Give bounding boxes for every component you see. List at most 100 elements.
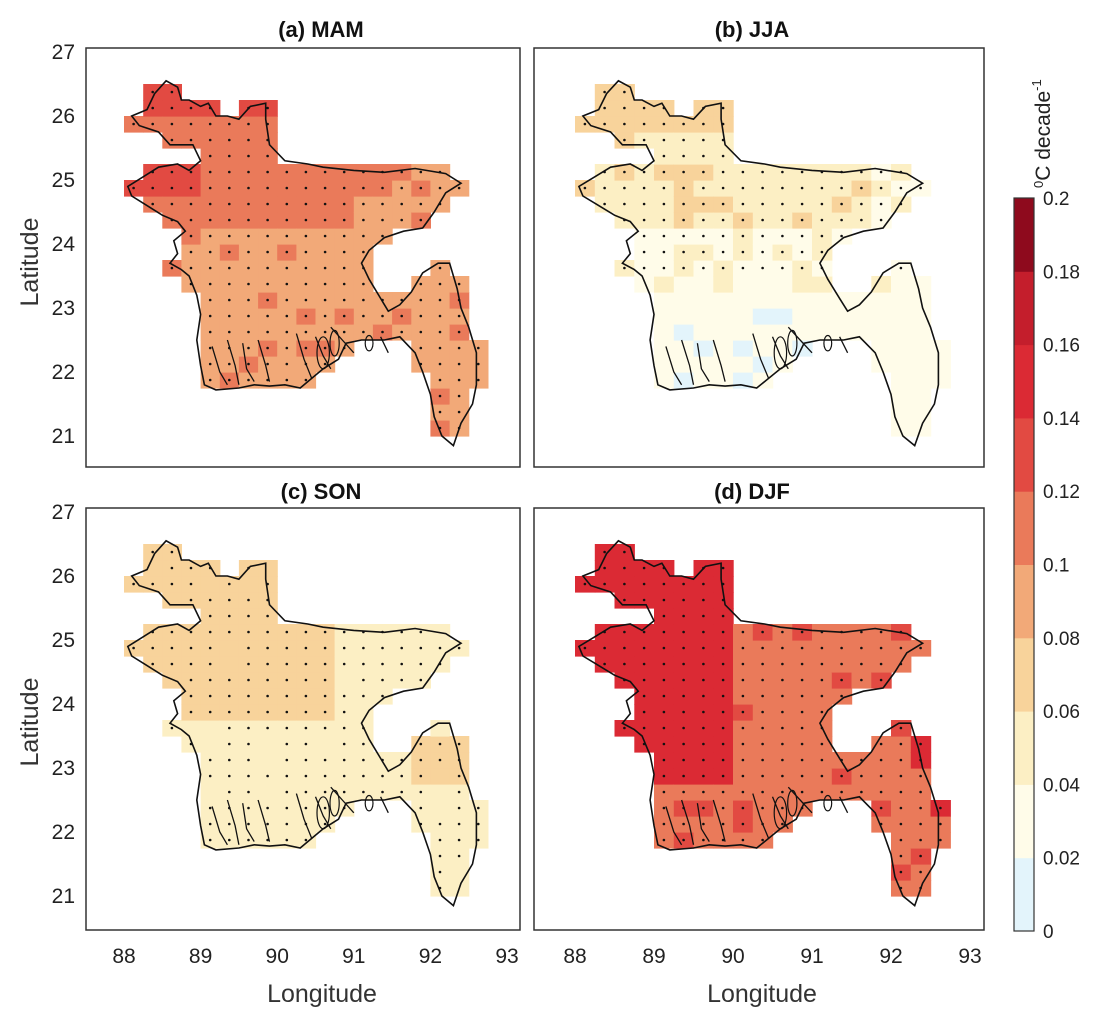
significance-dot [304, 234, 308, 238]
island [329, 329, 340, 357]
y-tick-label: 25 [52, 169, 75, 192]
significance-dot [228, 202, 231, 206]
grid-cell [733, 356, 754, 373]
significance-dot [781, 678, 784, 682]
significance-dot [208, 362, 212, 366]
significance-dot [208, 266, 212, 270]
significance-dot [800, 678, 804, 682]
delta-channel [665, 806, 683, 846]
significance-dot [247, 266, 250, 270]
significance-dot [189, 282, 193, 286]
significance-dot [247, 646, 250, 650]
grid-cell [891, 420, 912, 437]
significance-dot [741, 218, 745, 222]
significance-dot [266, 314, 269, 318]
significance-dot [820, 790, 824, 794]
significance-dot [741, 250, 745, 254]
significance-dot [247, 614, 250, 618]
significance-dot [323, 662, 327, 666]
grid-cell [654, 324, 675, 341]
significance-dot [702, 822, 705, 826]
significance-dot [189, 742, 193, 746]
grid-cell [673, 276, 695, 293]
significance-dot [761, 838, 764, 842]
significance-dot [761, 662, 764, 666]
significance-dot [939, 822, 942, 826]
significance-dot [438, 378, 442, 382]
significance-dot [702, 106, 705, 110]
significance-dot [438, 870, 442, 874]
significance-dot [662, 566, 666, 570]
significance-dot [820, 234, 824, 238]
grid-cell [334, 672, 355, 689]
colorbar-block [1014, 417, 1034, 492]
significance-dot [266, 298, 269, 302]
significance-dot [285, 742, 289, 746]
significance-dot [741, 266, 745, 270]
significance-dot [266, 186, 269, 190]
significance-dot [603, 646, 606, 650]
significance-dot [228, 122, 231, 126]
significance-dot [702, 758, 705, 762]
significance-dot [457, 758, 461, 762]
significance-dot [132, 582, 135, 586]
significance-dot [285, 774, 289, 778]
significance-dot [603, 106, 606, 110]
significance-dot [702, 582, 705, 586]
significance-dot [323, 758, 327, 762]
significance-dot [761, 250, 764, 254]
significance-dot [151, 630, 154, 634]
grid-cell [910, 388, 932, 405]
significance-dot [721, 234, 725, 238]
significance-dot [702, 170, 705, 174]
significance-dot [266, 250, 269, 254]
significance-dot [682, 742, 685, 746]
significance-dot [323, 790, 327, 794]
significance-dot [623, 646, 626, 650]
significance-dot [682, 122, 685, 126]
significance-dot [820, 694, 824, 698]
grid-cell [258, 784, 278, 801]
significance-dot [840, 662, 843, 666]
colorbar-block [1014, 711, 1034, 785]
grid-cell [831, 308, 853, 325]
significance-dot [400, 630, 404, 634]
significance-dot [285, 266, 289, 270]
y-tick-label: 23 [52, 757, 75, 780]
significance-dot [800, 170, 804, 174]
significance-dot [247, 138, 250, 142]
significance-dot [189, 582, 193, 586]
significance-dot [879, 742, 883, 746]
significance-dot [781, 234, 784, 238]
significance-dot [285, 346, 289, 350]
x-tick-label: 91 [342, 945, 365, 968]
significance-dot [266, 170, 269, 174]
significance-dot [682, 710, 685, 714]
significance-dot [741, 678, 745, 682]
significance-dot [623, 202, 626, 206]
significance-dot [642, 186, 646, 190]
significance-dot [189, 138, 193, 142]
significance-dot [228, 362, 231, 366]
y-tick-label: 24 [52, 233, 76, 256]
delta-channel [712, 799, 726, 842]
significance-dot [438, 886, 442, 890]
significance-dot [362, 266, 365, 270]
significance-dot [840, 646, 843, 650]
significance-dot [781, 726, 784, 730]
significance-dot [419, 362, 423, 366]
significance-dot [682, 202, 685, 206]
significance-dot [702, 710, 705, 714]
significance-dot [899, 742, 903, 746]
significance-dot [741, 694, 745, 698]
significance-dot [662, 806, 666, 810]
panel-title: (c) SON [281, 479, 362, 504]
significance-dot [642, 710, 646, 714]
significance-dot [702, 646, 705, 650]
significance-dot [682, 630, 685, 634]
grid-cell [871, 308, 892, 325]
grid-cell [910, 404, 932, 421]
grid-cell [871, 324, 892, 341]
significance-dot [457, 410, 461, 414]
significance-dot [151, 170, 154, 174]
